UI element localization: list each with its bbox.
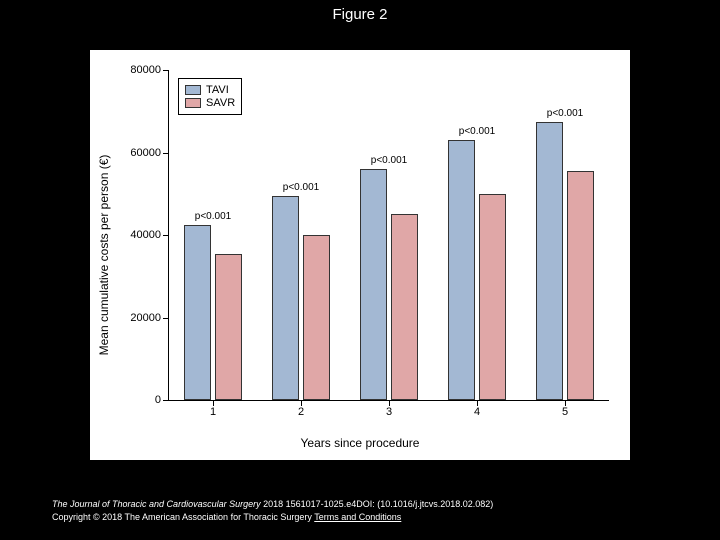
y-tick-label: 20000 — [130, 312, 161, 324]
y-tick-mark — [163, 70, 169, 71]
bar-tavi — [360, 169, 386, 400]
figure-title: Figure 2 — [0, 6, 720, 23]
bar-tavi — [184, 225, 210, 400]
y-tick-mark — [163, 318, 169, 319]
bar-savr — [391, 214, 417, 400]
x-axis-label: Years since procedure — [90, 436, 630, 450]
p-value-annotation: p<0.001 — [459, 126, 495, 137]
y-tick-label: 40000 — [130, 229, 161, 241]
y-tick-mark — [163, 153, 169, 154]
x-tick-label: 3 — [386, 406, 392, 418]
y-tick-mark — [163, 400, 169, 401]
plot-area: 0200004000060000800001p<0.0012p<0.0013p<… — [168, 70, 609, 401]
slide: Figure 2 Mean cumulative costs per perso… — [0, 0, 720, 540]
legend-item: SAVR — [185, 97, 235, 109]
x-tick-label: 1 — [210, 406, 216, 418]
y-tick-label: 0 — [155, 394, 161, 406]
legend: TAVISAVR — [178, 78, 242, 115]
copyright-line: Copyright © 2018 The American Associatio… — [52, 511, 493, 524]
p-value-annotation: p<0.001 — [547, 108, 583, 119]
bar-savr — [215, 254, 241, 400]
citation-rest: 2018 1561017-1025.e4DOI: (10.1016/j.jtcv… — [261, 499, 494, 509]
p-value-annotation: p<0.001 — [195, 211, 231, 222]
y-tick-label: 60000 — [130, 147, 161, 159]
legend-label: SAVR — [206, 97, 235, 109]
bar-savr — [303, 235, 329, 400]
bar-tavi — [448, 140, 474, 400]
y-tick-label: 80000 — [130, 64, 161, 76]
legend-label: TAVI — [206, 84, 229, 96]
y-tick-mark — [163, 235, 169, 236]
citation-line: The Journal of Thoracic and Cardiovascul… — [52, 498, 493, 511]
legend-swatch — [185, 85, 201, 95]
footer: The Journal of Thoracic and Cardiovascul… — [52, 498, 493, 524]
y-axis-label: Mean cumulative costs per person (€) — [97, 155, 111, 356]
bar-savr — [479, 194, 505, 400]
bar-tavi — [536, 122, 562, 400]
x-tick-label: 4 — [474, 406, 480, 418]
legend-swatch — [185, 98, 201, 108]
p-value-annotation: p<0.001 — [371, 155, 407, 166]
copyright-text: Copyright © 2018 The American Associatio… — [52, 512, 314, 522]
journal-name: The Journal of Thoracic and Cardiovascul… — [52, 499, 261, 509]
legend-item: TAVI — [185, 84, 235, 96]
terms-link[interactable]: Terms and Conditions — [314, 512, 401, 522]
x-tick-label: 5 — [562, 406, 568, 418]
bar-tavi — [272, 196, 298, 400]
chart-panel: Mean cumulative costs per person (€) 020… — [90, 50, 630, 460]
p-value-annotation: p<0.001 — [283, 182, 319, 193]
bar-savr — [567, 171, 593, 400]
x-tick-label: 2 — [298, 406, 304, 418]
